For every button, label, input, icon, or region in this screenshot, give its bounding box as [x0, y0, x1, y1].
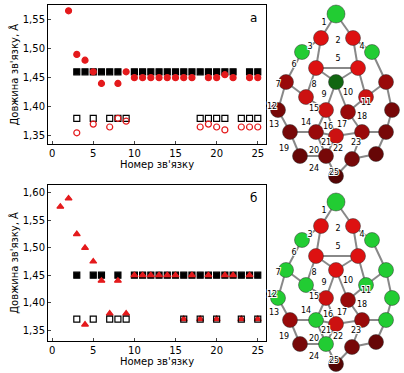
- svg-text:10: 10: [128, 148, 141, 159]
- svg-text:5: 5: [335, 242, 340, 251]
- svg-text:7: 7: [275, 80, 280, 89]
- svg-text:1,55: 1,55: [23, 215, 45, 226]
- svg-text:19: 19: [279, 144, 289, 153]
- svg-text:2: 2: [335, 36, 340, 45]
- svg-text:1,35: 1,35: [23, 130, 45, 141]
- svg-text:1,40: 1,40: [23, 101, 45, 112]
- svg-text:22: 22: [333, 332, 343, 341]
- svg-text:8: 8: [311, 80, 316, 89]
- svg-text:3: 3: [307, 42, 312, 51]
- svg-text:12: 12: [267, 290, 277, 299]
- svg-text:1,45: 1,45: [23, 270, 45, 281]
- svg-text:4: 4: [359, 42, 364, 51]
- svg-text:8: 8: [311, 268, 316, 277]
- svg-text:18: 18: [357, 300, 367, 309]
- svg-text:17: 17: [337, 120, 347, 129]
- svg-text:13: 13: [269, 308, 279, 317]
- svg-text:1: 1: [321, 206, 326, 215]
- svg-text:11: 11: [361, 286, 371, 295]
- svg-text:1: 1: [321, 18, 326, 27]
- svg-text:5: 5: [90, 345, 96, 356]
- svg-text:16: 16: [323, 122, 333, 131]
- svg-text:15: 15: [309, 104, 319, 113]
- svg-text:20: 20: [309, 146, 319, 155]
- svg-text:5: 5: [90, 148, 96, 159]
- svg-text:1,45: 1,45: [23, 72, 45, 83]
- svg-text:12: 12: [267, 102, 277, 111]
- svg-text:23: 23: [351, 326, 361, 335]
- svg-text:25: 25: [329, 356, 339, 365]
- svg-text:1,50: 1,50: [23, 43, 45, 54]
- svg-text:9: 9: [321, 278, 326, 287]
- svg-text:9: 9: [321, 90, 326, 99]
- svg-text:14: 14: [301, 118, 311, 127]
- svg-text:10: 10: [343, 88, 353, 97]
- svg-text:25: 25: [251, 345, 264, 356]
- svg-text:а: а: [250, 11, 257, 25]
- svg-text:19: 19: [279, 332, 289, 341]
- svg-text:20: 20: [309, 334, 319, 343]
- svg-text:Довжина зв'язку, Å: Довжина зв'язку, Å: [8, 24, 20, 126]
- svg-text:17: 17: [337, 308, 347, 317]
- svg-text:15: 15: [309, 292, 319, 301]
- svg-text:10: 10: [128, 345, 141, 356]
- svg-text:24: 24: [309, 352, 319, 361]
- svg-text:23: 23: [351, 138, 361, 147]
- svg-text:21: 21: [321, 138, 331, 147]
- svg-text:24: 24: [309, 164, 319, 173]
- svg-text:6: 6: [291, 60, 296, 69]
- svg-text:25: 25: [251, 148, 264, 159]
- svg-text:Номер зв'язку: Номер зв'язку: [120, 159, 194, 170]
- svg-text:21: 21: [321, 326, 331, 335]
- svg-text:5: 5: [335, 54, 340, 63]
- svg-text:1,35: 1,35: [23, 325, 45, 336]
- svg-text:14: 14: [301, 306, 311, 315]
- svg-text:Номер зв'язку: Номер зв'язку: [120, 356, 194, 367]
- svg-text:2: 2: [335, 224, 340, 233]
- svg-text:13: 13: [269, 120, 279, 129]
- svg-text:15: 15: [169, 148, 182, 159]
- svg-text:10: 10: [343, 276, 353, 285]
- svg-text:1,60: 1,60: [23, 187, 45, 198]
- svg-text:1,50: 1,50: [23, 242, 45, 253]
- svg-text:3: 3: [307, 230, 312, 239]
- svg-text:6: 6: [291, 248, 296, 257]
- svg-text:22: 22: [333, 144, 343, 153]
- svg-text:1,40: 1,40: [23, 297, 45, 308]
- svg-text:11: 11: [361, 98, 371, 107]
- svg-text:25: 25: [329, 168, 339, 177]
- svg-text:0: 0: [49, 148, 55, 159]
- svg-text:20: 20: [210, 345, 223, 356]
- svg-text:20: 20: [210, 148, 223, 159]
- svg-text:16: 16: [323, 310, 333, 319]
- svg-text:0: 0: [49, 345, 55, 356]
- svg-text:18: 18: [357, 112, 367, 121]
- svg-text:4: 4: [359, 230, 364, 239]
- svg-text:б: б: [250, 191, 257, 205]
- svg-text:15: 15: [169, 345, 182, 356]
- svg-text:1,55: 1,55: [23, 14, 45, 25]
- svg-text:7: 7: [275, 268, 280, 277]
- svg-text:Довжина зв'язку, Å: Довжина зв'язку, Å: [8, 212, 20, 314]
